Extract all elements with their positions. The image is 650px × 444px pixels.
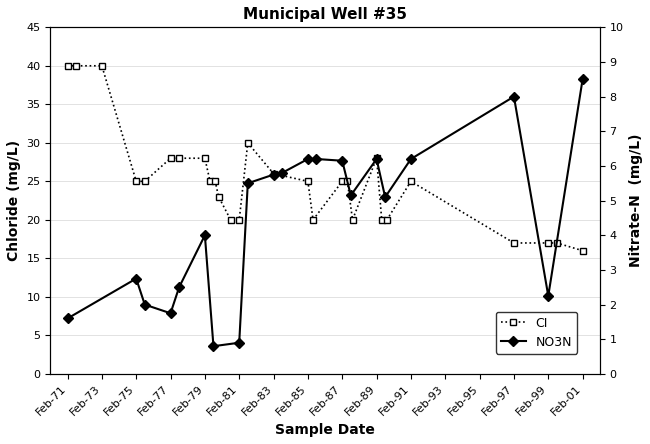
CI (141, 178, 149, 184)
NO3N (372, 156, 380, 162)
NO3N (141, 302, 149, 307)
NO3N (544, 293, 552, 299)
NO3N (166, 311, 174, 316)
NO3N (407, 156, 415, 162)
Title: Municipal Well #35: Municipal Well #35 (243, 7, 407, 22)
CI (176, 155, 183, 161)
Y-axis label: Chloride (mg/L): Chloride (mg/L) (7, 140, 21, 261)
NO3N (270, 172, 278, 177)
CI (227, 217, 235, 222)
CI (235, 217, 243, 222)
CI (383, 217, 391, 222)
CI (510, 240, 518, 246)
CI (544, 240, 552, 246)
NO3N (133, 276, 140, 281)
CI (211, 178, 219, 184)
NO3N (339, 158, 346, 163)
Y-axis label: Nitrate-N  (mg/L): Nitrate-N (mg/L) (629, 134, 643, 267)
CI (339, 178, 346, 184)
NO3N (64, 316, 72, 321)
NO3N (235, 340, 243, 345)
NO3N (278, 170, 286, 175)
NO3N (347, 193, 355, 198)
CI (372, 155, 380, 161)
X-axis label: Sample Date: Sample Date (275, 423, 375, 437)
Legend: CI, NO3N: CI, NO3N (495, 312, 577, 354)
NO3N (382, 194, 389, 200)
NO3N (510, 94, 518, 99)
CI (133, 178, 140, 184)
NO3N (201, 233, 209, 238)
CI (378, 217, 385, 222)
NO3N (209, 344, 217, 349)
CI (201, 155, 209, 161)
CI (206, 178, 214, 184)
NO3N (244, 181, 252, 186)
NO3N (304, 156, 312, 162)
NO3N (578, 77, 586, 82)
CI (304, 178, 312, 184)
NO3N (313, 156, 320, 162)
CI (553, 240, 561, 246)
CI (348, 217, 356, 222)
CI (578, 248, 586, 254)
Line: CI: CI (64, 62, 586, 254)
CI (64, 63, 72, 68)
CI (343, 178, 351, 184)
CI (72, 63, 80, 68)
CI (244, 140, 252, 146)
CI (166, 155, 174, 161)
CI (98, 63, 106, 68)
NO3N (176, 285, 183, 290)
CI (407, 178, 415, 184)
Line: NO3N: NO3N (64, 76, 586, 350)
CI (309, 217, 317, 222)
CI (270, 171, 278, 176)
CI (214, 194, 222, 199)
